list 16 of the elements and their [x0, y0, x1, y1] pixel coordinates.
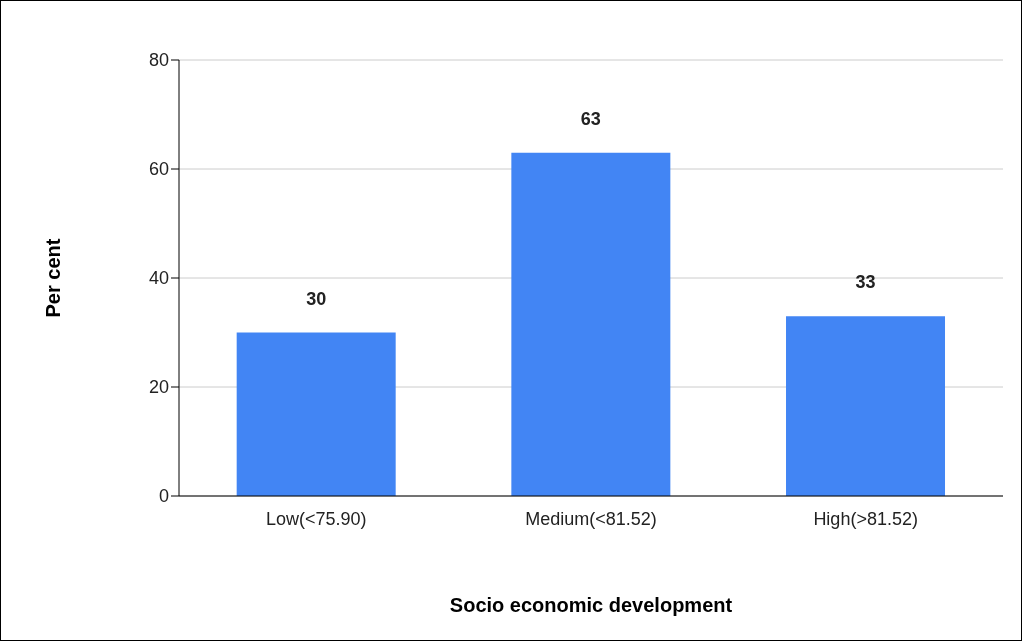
y-tick-label: 40	[148, 268, 169, 289]
bar	[511, 152, 671, 496]
data-label: 33	[855, 272, 876, 293]
bar	[236, 332, 396, 496]
y-tick-label: 20	[148, 377, 169, 398]
y-tick-label: 60	[148, 159, 169, 180]
x-tick-label: Medium(<81.52)	[525, 508, 657, 529]
x-tick-label: Low(<75.90)	[266, 508, 367, 529]
x-axis-title: Socio economic development	[449, 594, 733, 616]
y-tick-label: 80	[148, 50, 169, 71]
data-label: 63	[580, 108, 601, 129]
data-label: 30	[306, 288, 327, 309]
bar	[786, 316, 946, 496]
x-tick-label: High(>81.52)	[813, 508, 918, 529]
y-tick-label: 0	[158, 486, 169, 507]
y-axis-title: Per cent	[42, 238, 65, 318]
